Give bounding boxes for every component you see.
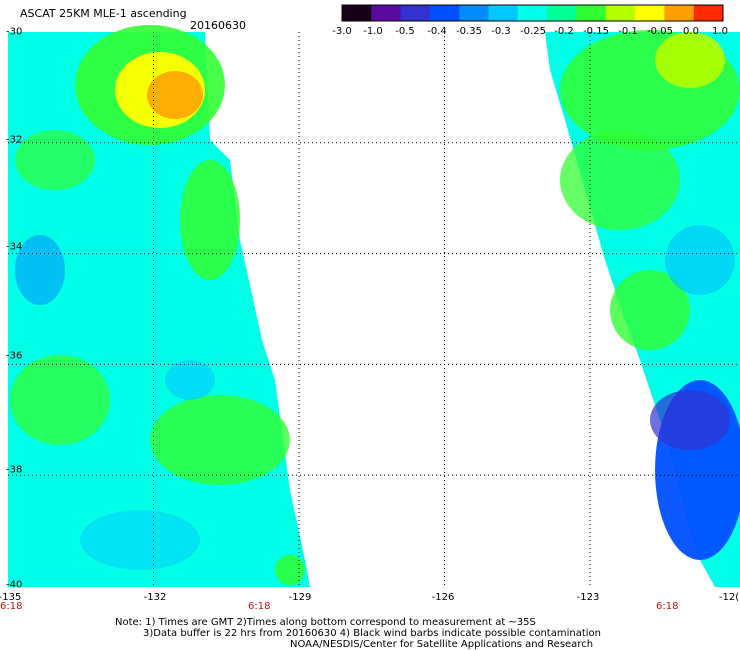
field-patch	[180, 160, 240, 280]
swath-time-label: 6:18	[656, 601, 679, 612]
map-title: ASCAT 25KM MLE-1 ascending	[20, 7, 187, 20]
colorbar-tick: -0.2	[554, 26, 574, 37]
colorbar-frame	[341, 4, 724, 22]
lat-label: -30	[6, 26, 23, 38]
colorbar-segment	[635, 5, 665, 21]
lat-label: -32	[6, 134, 23, 146]
colorbar-segment	[547, 5, 577, 21]
lon-label: -126	[431, 592, 455, 603]
colorbar-tick: -0.1	[618, 26, 638, 37]
map-grid	[8, 32, 740, 587]
swath-time-label: 6:18	[0, 601, 23, 612]
colorbar-segment	[371, 5, 402, 21]
lon-label: -123	[576, 592, 600, 603]
colorbar-segment	[605, 5, 636, 21]
field-patch	[275, 555, 305, 585]
field-patch	[80, 510, 200, 570]
field-patch	[15, 235, 65, 305]
field-patch	[610, 270, 690, 350]
lat-label: -36	[6, 350, 23, 362]
field-patch	[165, 360, 215, 400]
colorbar-segment	[693, 5, 724, 21]
colorbar	[341, 4, 724, 22]
colorbar-tick: -0.15	[583, 26, 609, 37]
lon-label: -12(	[718, 592, 740, 603]
lon-label: -132	[143, 592, 167, 603]
data-swaths	[8, 25, 740, 587]
colorbar-segment	[459, 5, 490, 21]
lon-label: -129	[288, 592, 312, 603]
lon-label: -135	[0, 592, 22, 603]
field-patch	[150, 395, 290, 485]
field-patch	[10, 355, 110, 445]
field-patch	[147, 71, 203, 119]
footer-note-line2: 3)Data buffer is 22 hrs from 20160630 4)…	[143, 628, 601, 639]
footer-note-line1: Note: 1) Times are GMT 2)Times along bot…	[115, 617, 536, 628]
colorbar-tick: -0.25	[520, 26, 546, 37]
field-patch	[665, 225, 735, 295]
colorbar-segment	[429, 5, 460, 21]
field-patch	[655, 32, 725, 88]
field-patch	[15, 130, 95, 190]
colorbar-segment	[488, 5, 519, 21]
colorbar-segment	[342, 5, 372, 21]
lat-label: -38	[6, 464, 23, 476]
footer-credit: NOAA/NESDIS/Center for Satellite Applica…	[290, 639, 594, 650]
lat-label: -34	[6, 241, 23, 253]
field-patch	[650, 390, 730, 450]
colorbar-tick: -0.4	[427, 26, 447, 37]
field-patch	[560, 130, 680, 230]
colorbar-tick: 1.0	[712, 26, 728, 37]
colorbar-segment	[576, 5, 607, 21]
colorbar-tick: -0.05	[647, 26, 673, 37]
map-date: 20160630	[190, 19, 246, 32]
colorbar-tick: -1.0	[363, 26, 383, 37]
colorbar-tick: -0.35	[456, 26, 482, 37]
colorbar-tick: -3.0	[332, 26, 352, 37]
colorbar-segment	[517, 5, 548, 21]
colorbar-segment	[400, 5, 431, 21]
colorbar-tick: -0.3	[491, 26, 511, 37]
colorbar-tick: -0.5	[395, 26, 415, 37]
colorbar-segment	[664, 5, 695, 21]
swath-time-label: 6:18	[248, 601, 271, 612]
colorbar-tick: 0.0	[683, 26, 699, 37]
lat-label: -40	[6, 579, 23, 591]
